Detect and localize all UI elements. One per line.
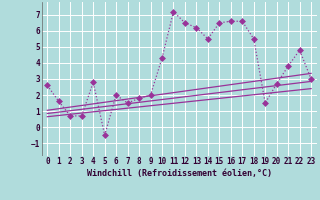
X-axis label: Windchill (Refroidissement éolien,°C): Windchill (Refroidissement éolien,°C) — [87, 169, 272, 178]
